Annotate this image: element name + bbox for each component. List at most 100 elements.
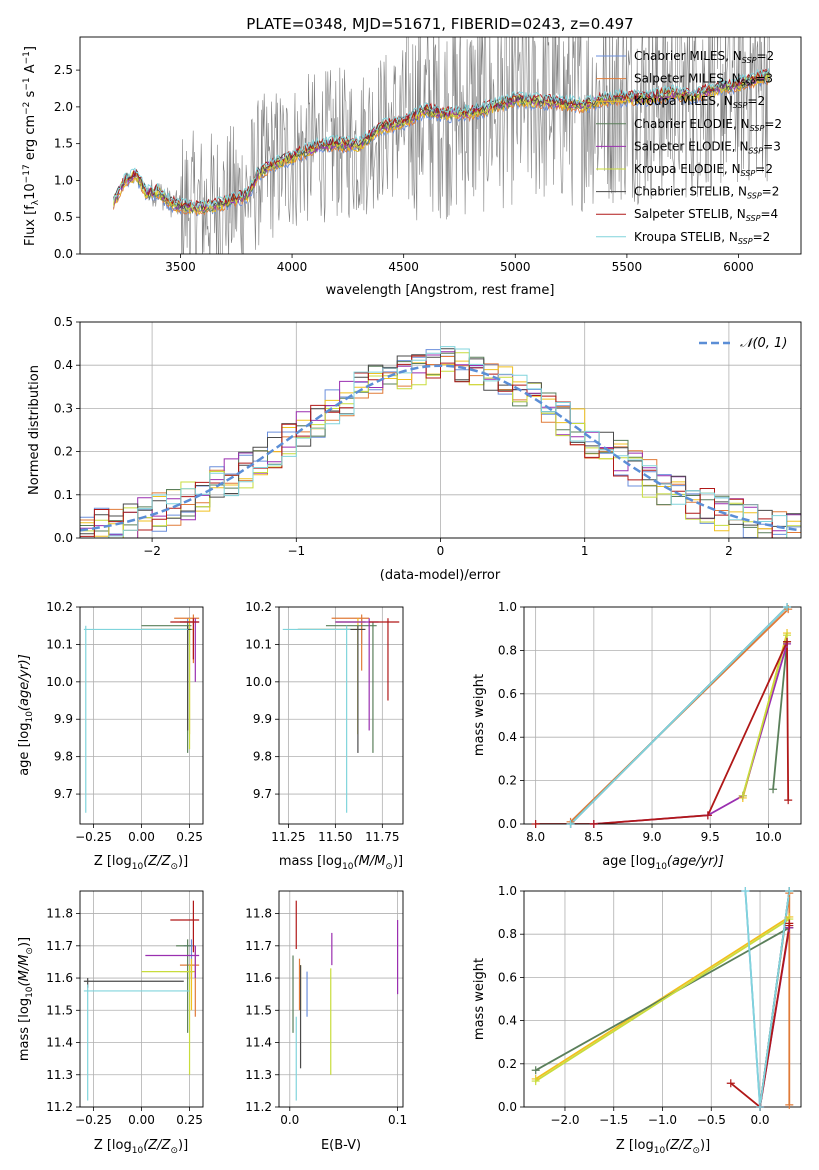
legend-entry: Salpeter STELIB, NSSP=4 [634,207,778,223]
axis-label-tail: (age/yr)] [17,654,32,711]
series-salpeter-miles-marker [785,1100,794,1109]
axes-frame [79,321,802,539]
x-axis-label: (data-model)/error [380,568,501,583]
y-tick-label: 0.5 [54,210,73,224]
y-tick-label: 0.3 [54,401,73,415]
y-tick-label: 9.9 [253,712,272,726]
x-axis-label-head: Z [log [94,1138,132,1153]
y-tick-label: 11.3 [245,1068,272,1082]
x-tick-label: −0.5 [697,1113,726,1127]
legend-sep: , [732,139,740,153]
y-tick-label: 0.6 [498,970,517,984]
y-tick-label: 0.0 [498,817,517,831]
grid-lines [279,606,403,824]
series-kroupa-stelib-marker [741,887,750,895]
y-axis-label-part: Flux [f [23,205,38,246]
legend-series-name: Salpeter STELIB [634,207,729,221]
axes-frame [79,36,802,255]
legend-entry: Kroupa STELIB, NSSP=2 [634,230,770,246]
x-tick-label: 11.25 [271,830,305,844]
x-tick-label: 3500 [165,260,196,274]
y-tick-label: 2.5 [54,63,73,77]
x-axis-label: Z [log10(Z/Z⊙)] [94,1138,188,1156]
series-chabrier-elodie-marker [769,785,778,794]
legend-eq: = [762,185,772,199]
y-axis-label-part: A [23,64,38,77]
y-axis-label-part: −1 [22,77,32,90]
x-tick-label: 0.00 [128,830,155,844]
series-salpeter-stelib-marker [726,1079,735,1088]
x-axis-label: E(B-V) [321,1138,361,1153]
series-kroupa-stelib-marker [566,820,575,828]
y-tick-label: 0.0 [54,247,73,261]
x-axis-label: age [log10(age/yr)] [602,854,724,872]
legend-nssp-label: N [738,185,747,199]
axis-label-tail: (age/yr)] [667,854,724,869]
legend-sep: , [725,49,733,63]
series-chabrier-elodie [535,926,790,1072]
panel-age-vs-mass: 11.25 11.50 11.75 9.7 9.8 9.9 10.0 10.1 10.2 mass… [245,600,404,872]
plot-area [83,614,200,813]
y-tick-label: 0.0 [498,1100,517,1114]
sun-subscript: ⊙ [385,862,393,872]
axes-frame [523,606,802,825]
y-tick-label: 11.3 [46,1068,73,1082]
legend-series-name: Salpeter ELODIE [634,139,732,153]
y-tick-label: 10.2 [46,600,73,614]
y-axis-label-part: −2 [22,102,32,115]
y-tick-label: 10.1 [46,637,73,651]
x-tick-label: 0.1 [388,1113,407,1127]
series-salpeter-stelib-marker [784,796,793,805]
axes-frame [523,890,802,1108]
y-tick-label: 1.0 [498,600,517,614]
legend-nssp-label: N [732,72,741,86]
legend-nssp-label: N [733,49,742,63]
legend-nssp-sub: SSP [750,124,765,133]
legend-nssp-sub: SSP [746,214,761,223]
x-axis-label-end: )] [178,1138,188,1153]
legend-eq: = [755,162,765,176]
x-axis-label: Z [log10(Z/Z⊙)] [616,1138,710,1156]
x-tick-label: 8.5 [584,830,603,844]
legend-nssp-label: N [739,139,748,153]
axis-label-head: mass [log [17,998,32,1061]
x-axis-label: wavelength [Angstrom, rest frame] [326,283,555,298]
x-axis-label-end: )] [178,854,188,869]
series-kroupa-miles [535,916,790,1080]
y-tick-label: 11.5 [245,1003,272,1017]
axis-label-head: age [log [602,854,655,869]
legend-nssp-value: 3 [773,139,781,153]
legend-nssp-value: 2 [767,49,775,63]
legend-entry: Chabrier STELIB, NSSP=2 [634,185,779,201]
sun-subscript: ⊙ [25,947,35,955]
legend-nssp-value: 2 [765,162,773,176]
legend-nssp-sub: SSP [738,237,753,246]
y-tick-label: 1.0 [498,884,517,898]
y-tick-label: 1.5 [54,137,73,151]
axis-label-head: mass [log [279,854,342,869]
legend-eq: = [753,230,763,244]
y-tick-label: 9.7 [253,787,272,801]
axis-label-tail: (M/M [354,854,386,869]
y-tick-label: 11.2 [46,1100,73,1114]
legend-eq: = [760,207,770,221]
series-kroupa-stelib-marker [785,887,794,895]
sun-subscript: ⊙ [170,1146,178,1156]
legend-entry: Chabrier MILES, NSSP=2 [634,49,774,65]
y-tick-label: 11.6 [245,971,272,985]
x-tick-label: 0.00 [128,1113,155,1127]
series-chabrier-elodie-marker [531,1066,540,1075]
x-tick-label: 2 [725,544,733,558]
y-tick-label: 0.2 [498,774,517,788]
x-tick-label: 0.0 [750,1113,769,1127]
legend-eq: = [764,117,774,131]
y-tick-label: 10.1 [245,637,272,651]
y-tick-label: 9.7 [54,787,73,801]
legend-nssp-value: 4 [771,207,779,221]
log-subscript: 10 [25,711,35,723]
y-axis-label-part: −1 [22,51,32,64]
y-tick-label: 11.5 [46,1003,73,1017]
legend-series-name: Kroupa STELIB [634,230,721,244]
plot-area [535,607,790,824]
